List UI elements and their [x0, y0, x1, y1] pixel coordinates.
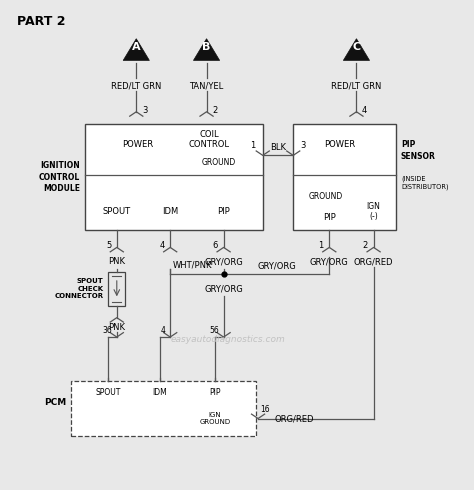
Text: 56: 56 [209, 326, 219, 335]
Text: 3: 3 [142, 106, 147, 115]
Text: 3: 3 [300, 141, 306, 149]
Text: 2: 2 [212, 106, 218, 115]
Text: GRY/ORG: GRY/ORG [204, 284, 243, 293]
Text: RED/LT GRN: RED/LT GRN [111, 81, 162, 90]
Text: GRY/ORG: GRY/ORG [310, 257, 349, 267]
Text: SPOUT: SPOUT [95, 389, 120, 397]
Text: SPOUT
CHECK
CONNECTOR: SPOUT CHECK CONNECTOR [55, 278, 104, 299]
Text: B: B [202, 42, 211, 52]
Text: PCM: PCM [44, 398, 66, 407]
Text: 1: 1 [319, 242, 324, 250]
Text: (INSIDE
DISTRIBUTOR): (INSIDE DISTRIBUTOR) [401, 175, 448, 190]
Text: 5: 5 [106, 242, 111, 250]
Text: 36: 36 [102, 326, 112, 335]
Text: PART 2: PART 2 [17, 15, 65, 28]
Text: BLK: BLK [270, 143, 286, 151]
Text: IGN
GROUND: IGN GROUND [200, 412, 230, 425]
Text: 16: 16 [260, 405, 270, 414]
Text: 6: 6 [213, 242, 218, 250]
Text: POWER: POWER [123, 140, 154, 149]
Text: easyautodiagnostics.com: easyautodiagnostics.com [170, 335, 285, 344]
Polygon shape [123, 39, 149, 60]
Text: 4: 4 [159, 242, 164, 250]
Polygon shape [193, 39, 219, 60]
Text: GRY/ORG: GRY/ORG [204, 257, 243, 267]
Text: 1: 1 [250, 141, 256, 149]
Text: IGNITION
CONTROL
MODULE: IGNITION CONTROL MODULE [39, 161, 80, 194]
Text: PIP: PIP [323, 213, 336, 222]
Text: C: C [352, 42, 361, 52]
Text: SPOUT: SPOUT [103, 207, 131, 216]
Text: GROUND: GROUND [309, 192, 343, 201]
Text: IDM: IDM [162, 207, 178, 216]
Text: POWER: POWER [324, 140, 355, 149]
Text: 4: 4 [161, 326, 165, 335]
Bar [109, 271, 125, 306]
Text: IDM: IDM [152, 389, 167, 397]
Text: RED/LT GRN: RED/LT GRN [331, 81, 382, 90]
Text: A: A [132, 42, 141, 52]
Bar [85, 124, 263, 230]
Bar [71, 381, 256, 437]
Text: PNK: PNK [108, 257, 125, 267]
Text: PIP: PIP [217, 207, 230, 216]
Text: TAN/YEL: TAN/YEL [190, 81, 224, 90]
Polygon shape [343, 39, 370, 60]
Text: GRY/ORG: GRY/ORG [257, 261, 296, 270]
Text: 4: 4 [362, 106, 367, 115]
Text: ORG/RED: ORG/RED [354, 257, 393, 267]
Text: PNK: PNK [108, 323, 125, 332]
Text: WHT/PNK: WHT/PNK [173, 260, 212, 269]
Text: COIL
CONTROL: COIL CONTROL [189, 130, 230, 149]
Text: PIP
SENSOR: PIP SENSOR [401, 141, 436, 161]
Text: GROUND: GROUND [201, 158, 236, 167]
Text: PIP: PIP [210, 389, 221, 397]
Bar [293, 124, 396, 230]
Text: 2: 2 [363, 242, 368, 250]
Text: ORG/RED: ORG/RED [274, 414, 314, 423]
Text: IGN
(-): IGN (-) [367, 201, 381, 221]
